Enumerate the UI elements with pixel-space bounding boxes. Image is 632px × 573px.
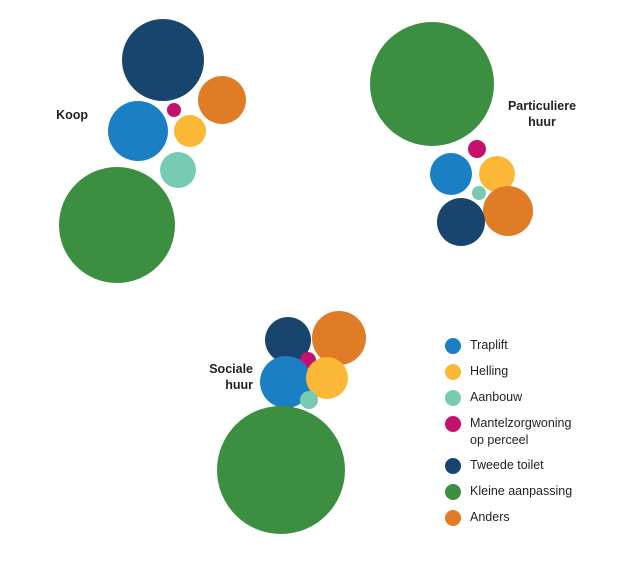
legend-label-traplift: Traplift	[470, 338, 508, 352]
bubble-sociale_huur-tweede_toilet[interactable]: Tweede toilet	[265, 317, 311, 363]
bubble-koop-helling[interactable]: Helling	[174, 115, 206, 147]
bubble-particuliere_huur-tweede_toilet[interactable]: Tweede toilet	[437, 198, 485, 246]
bubble-particuliere_huur-traplift[interactable]: Traplift	[430, 153, 472, 195]
legend-item-anders[interactable]: Anders	[445, 509, 625, 526]
legend-item-helling[interactable]: Helling	[445, 363, 625, 380]
legend-swatch-tweede_toilet-icon	[445, 458, 461, 474]
bubble-koop-anders[interactable]: Anders	[198, 76, 246, 124]
bubble-group-particuliere_huur: Kleine aanpassingMantelzorgwoning op per…	[370, 22, 533, 246]
legend-item-mantelzorgwoning[interactable]: Mantelzorgwoning op perceel	[445, 415, 625, 448]
group-label-particuliere_huur: Particuliere huur	[507, 99, 577, 129]
bubble-koop-aanbouw[interactable]: Aanbouw	[160, 152, 196, 188]
legend-label-anders: Anders	[470, 510, 510, 524]
legend-swatch-anders-icon	[445, 510, 461, 526]
bubble-particuliere_huur-aanbouw[interactable]: Aanbouw	[472, 186, 486, 200]
legend-label-tweede_toilet: Tweede toilet	[470, 458, 544, 472]
legend-label-kleine_aanpassing: Kleine aanpassing	[470, 484, 573, 498]
bubble-sociale_huur-aanbouw[interactable]: Aanbouw	[300, 391, 318, 409]
bubble-sociale_huur-traplift[interactable]: Traplift	[260, 356, 312, 408]
legend-item-kleine_aanpassing[interactable]: Kleine aanpassing	[445, 483, 625, 500]
legend-swatch-traplift-icon	[445, 338, 461, 354]
group-label-sociale_huur: Sociale huur	[209, 362, 253, 392]
legend-item-traplift[interactable]: Traplift	[445, 337, 625, 354]
legend-swatch-mantelzorgwoning-icon	[445, 416, 461, 432]
legend-label-helling: Helling	[470, 364, 509, 378]
bubble-particuliere_huur-mantelzorgwoning[interactable]: Mantelzorgwoning op perceel	[468, 140, 486, 158]
legend-swatch-kleine_aanpassing-icon	[445, 484, 461, 500]
bubble-sociale_huur-anders[interactable]: Anders	[312, 311, 366, 365]
bubble-sociale_huur-helling[interactable]: Helling	[306, 357, 348, 399]
group-label-koop: Koop	[56, 108, 88, 122]
bubble-group-koop: Tweede toiletAnders Mantelzorgwoning op p…	[59, 19, 246, 283]
bubble-koop-kleine_aanpassing[interactable]: Kleine aanpassing	[59, 167, 175, 283]
bubble-koop-traplift[interactable]: Traplift	[108, 101, 168, 161]
bubble-koop-tweede_toilet[interactable]: Tweede toilet	[122, 19, 204, 101]
bubble-group-sociale_huur: Tweede toiletAndersMantelzorgwoning op p…	[217, 311, 366, 534]
legend-item-aanbouw[interactable]: Aanbouw	[445, 389, 625, 406]
bubble-particuliere_huur-helling[interactable]: Helling	[479, 156, 515, 192]
bubble-koop-mantelzorgwoning[interactable]: Mantelzorgwoning op perceel	[167, 103, 181, 117]
bubble-sociale_huur-kleine_aanpassing[interactable]: Kleine aanpassing	[217, 406, 345, 534]
bubble-particuliere_huur-kleine_aanpassing[interactable]: Kleine aanpassing	[370, 22, 494, 146]
legend-swatch-aanbouw-icon	[445, 390, 461, 406]
legend-label-aanbouw: Aanbouw	[470, 390, 523, 404]
legend-label-mantelzorgwoning: Mantelzorgwoning op perceel	[470, 416, 572, 447]
legend-item-tweede_toilet[interactable]: Tweede toilet	[445, 457, 625, 474]
chart-legend: Traplift Helling Aanbouw Mantelzorgwoning o…	[445, 337, 625, 535]
legend-swatch-helling-icon	[445, 364, 461, 380]
bubble-particuliere_huur-anders[interactable]: Anders	[483, 186, 533, 236]
